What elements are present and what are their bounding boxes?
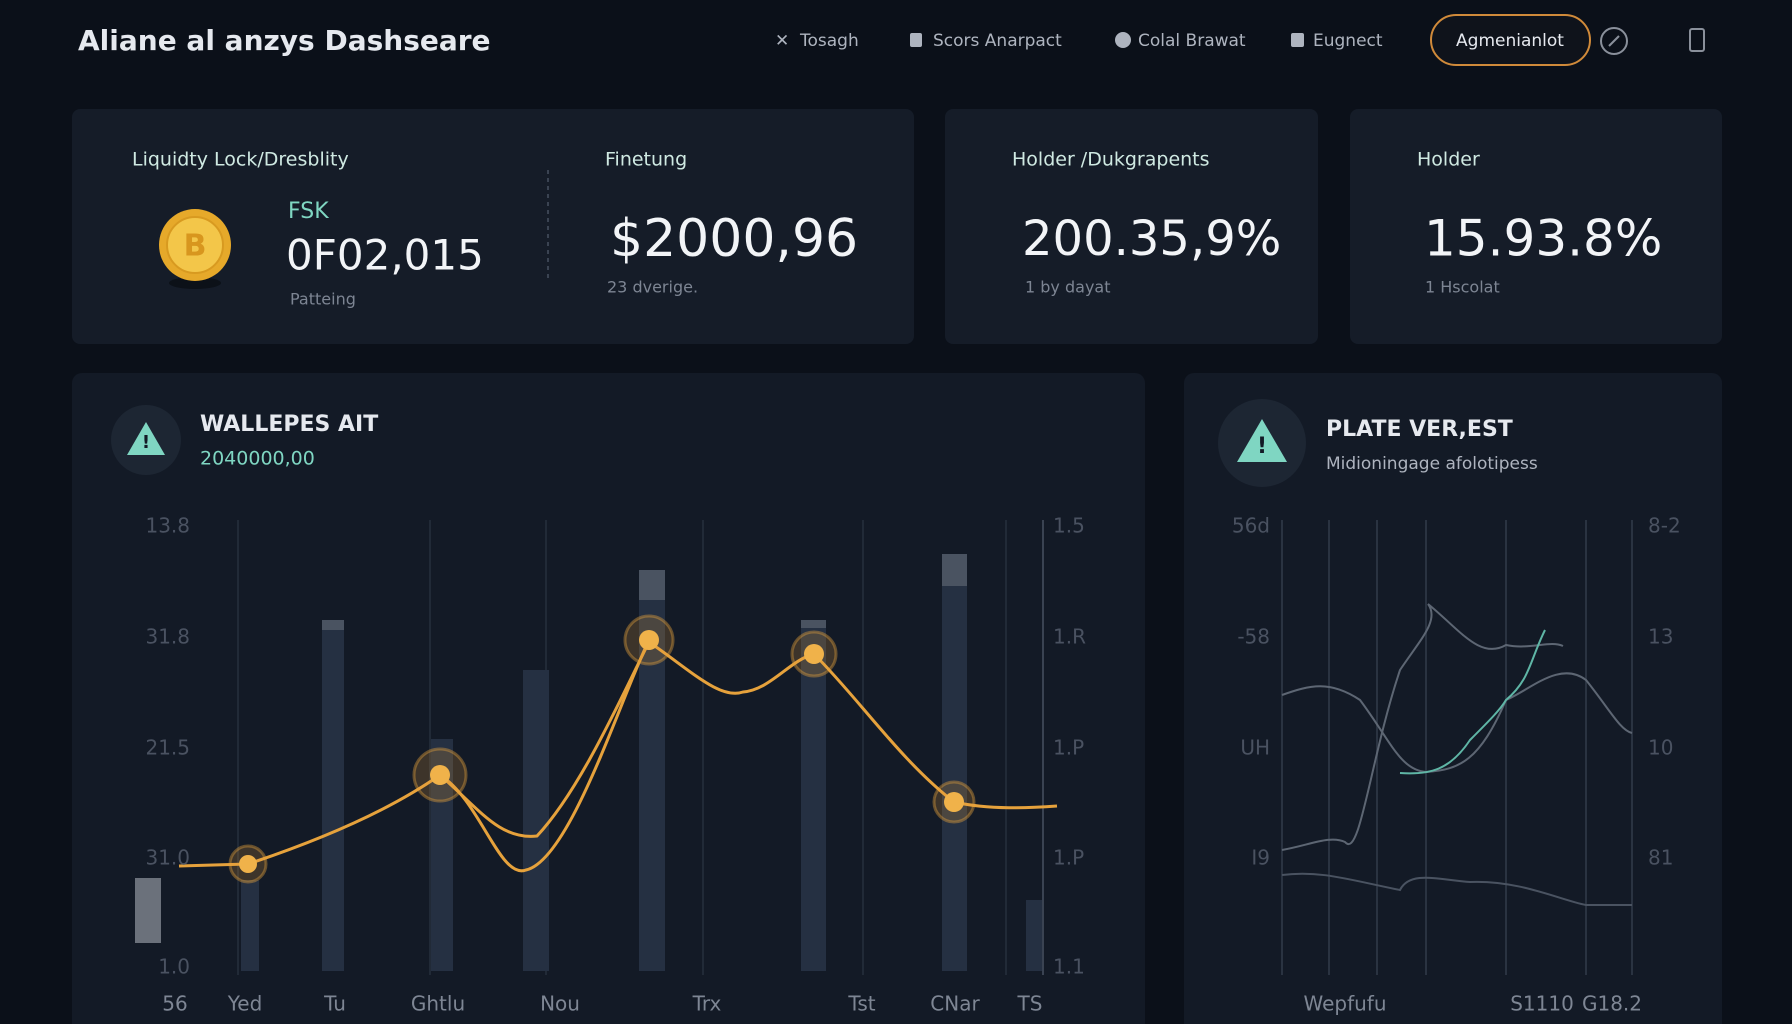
x-tick-label: S1110 xyxy=(1510,992,1574,1016)
y-tick-label: 81 xyxy=(1648,846,1673,870)
icon-glyph xyxy=(1608,35,1620,47)
y-tick-label: 21.5 xyxy=(145,736,190,760)
y-tick-label: 1.R xyxy=(1053,625,1086,649)
card xyxy=(72,109,914,344)
nav-icon: ✕ xyxy=(775,31,789,51)
warning-glyph: ! xyxy=(1257,434,1267,459)
y-tick-label: I9 xyxy=(1251,846,1270,870)
nav-icon xyxy=(1115,32,1131,48)
x-tick-label: Yed xyxy=(227,992,263,1016)
x-tick-label: Tu xyxy=(323,992,346,1016)
y-tick-label: 31.8 xyxy=(145,625,190,649)
warning-icon xyxy=(127,422,165,455)
y-tick-label: 13.8 xyxy=(145,514,190,538)
points xyxy=(228,614,976,884)
nav-icon xyxy=(1291,33,1304,47)
card-caption: Patteing xyxy=(290,290,356,309)
nav-item[interactable]: Tosagh xyxy=(799,31,859,51)
bars xyxy=(135,554,1042,971)
bar-caps xyxy=(322,554,967,630)
card-value: 0F02,015 xyxy=(286,231,484,280)
x-tick-label: G18.2 xyxy=(1582,992,1642,1016)
x-tick-label: Nou xyxy=(540,992,580,1016)
coin-glyph: B xyxy=(184,229,207,264)
card-value: $2000,96 xyxy=(610,209,858,269)
ticker: FSK xyxy=(288,199,329,224)
x-tick-label: CNar xyxy=(930,992,980,1016)
panel-title: PLATE VER,EST xyxy=(1326,417,1513,442)
trend-line xyxy=(439,639,651,873)
x-tick-label: Wepfufu xyxy=(1303,992,1386,1016)
card-value: 15.93.8% xyxy=(1424,210,1662,268)
nav-icon xyxy=(910,33,922,47)
chart-grid xyxy=(1281,520,1633,975)
y-tick-label: 1.1 xyxy=(1053,955,1085,979)
icon-button[interactable] xyxy=(1689,28,1705,52)
card-label: Liquidty Lock/Dresblity xyxy=(132,149,349,171)
y-tick-label: 8-2 xyxy=(1648,514,1681,538)
warning-icon xyxy=(1237,419,1287,462)
series-lines xyxy=(1281,603,1633,906)
button-label[interactable]: Agmenianlot xyxy=(1456,31,1564,51)
card-caption: 23 dverige. xyxy=(607,278,698,297)
x-tick-label: Ghtlu xyxy=(411,992,465,1016)
card xyxy=(1350,109,1722,344)
card-label: Holder /Dukgrapents xyxy=(1012,149,1210,171)
card-label: Holder xyxy=(1417,149,1480,171)
title: Aliane al anzys Dashseare xyxy=(78,24,491,57)
x-tick-label: 56 xyxy=(162,992,187,1016)
y-tick-label: 1.5 xyxy=(1053,514,1085,538)
panel-subtitle: Midioningage afolotipess xyxy=(1326,454,1538,474)
coin-shadow xyxy=(169,277,221,289)
card xyxy=(945,109,1318,344)
y-tick-label: 1.0 xyxy=(158,955,190,979)
y-tick-label: 1.P xyxy=(1053,736,1084,760)
card-caption: 1 by dayat xyxy=(1025,278,1110,297)
nav-item[interactable]: Colal Brawat xyxy=(1138,31,1246,51)
card-label: Finetung xyxy=(605,149,687,171)
panel xyxy=(1184,373,1722,1024)
x-tick-label: Tst xyxy=(847,992,875,1016)
y-tick-label: 31.0 xyxy=(145,846,190,870)
nav-item[interactable]: Eugnect xyxy=(1313,31,1383,51)
icon-button[interactable] xyxy=(1600,27,1628,55)
y-tick-label: 13 xyxy=(1648,625,1673,649)
panel-subtitle: 2040000,00 xyxy=(200,448,315,470)
button[interactable] xyxy=(1430,14,1591,66)
coin-face xyxy=(166,216,224,274)
y-tick-label: 56d xyxy=(1232,514,1270,538)
panel xyxy=(72,373,1145,1024)
y-tick-label: 10 xyxy=(1648,736,1673,760)
card-caption: 1 Hscolat xyxy=(1425,278,1500,297)
y-tick-label: -58 xyxy=(1237,625,1270,649)
warning-glyph: ! xyxy=(142,432,150,453)
y-tick-label: 1.P xyxy=(1053,846,1084,870)
panel-title: WALLEPES AIT xyxy=(200,412,378,437)
nav-item[interactable]: Scors Anarpact xyxy=(933,31,1062,51)
y-tick-label: UH xyxy=(1240,736,1270,760)
x-tick-label: Trx xyxy=(692,992,722,1016)
card-value: 200.35,9% xyxy=(1022,211,1281,267)
x-tick-label: TS xyxy=(1017,992,1043,1016)
